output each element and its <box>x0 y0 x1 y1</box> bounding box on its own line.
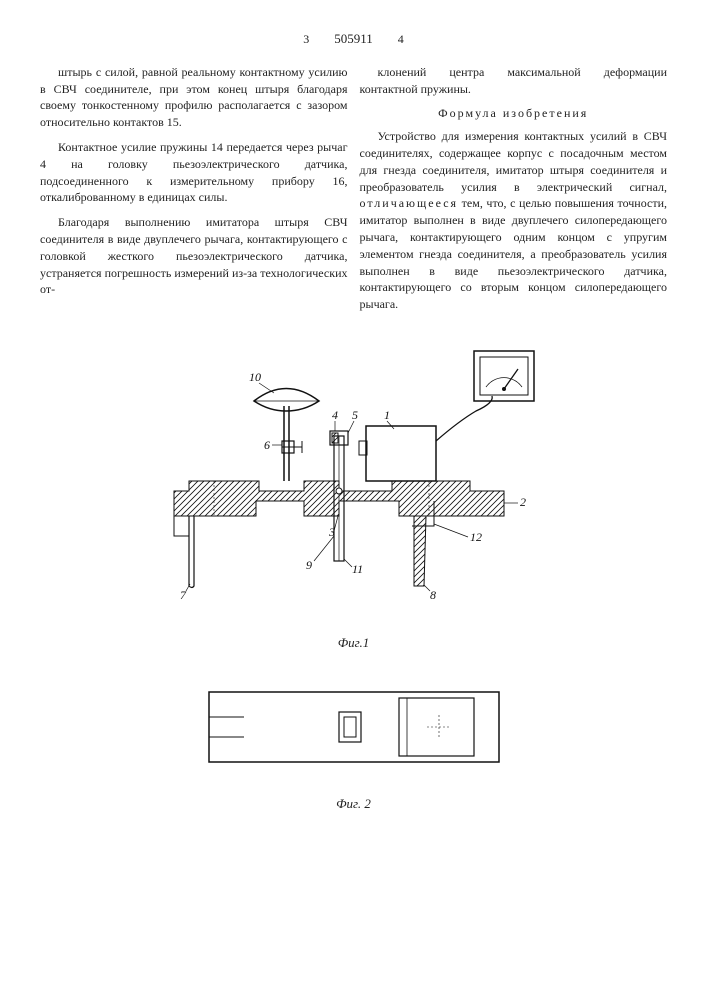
fig1-caption: Фиг.1 <box>40 634 667 652</box>
right-p2-text: Устройство для измерения контактных усил… <box>360 129 668 193</box>
fig1-label-5: 5 <box>352 408 358 422</box>
figure-1-block: 10 6 4 5 1 2 12 8 11 9 3 7 Фиг.1 <box>40 341 667 652</box>
fig1-label-3: 3 <box>328 525 335 539</box>
right-col-number: 4 <box>376 31 426 48</box>
fig2-caption: Фиг. 2 <box>40 795 667 813</box>
left-col-number: 3 <box>281 31 331 48</box>
fig1-label-10: 10 <box>249 370 261 384</box>
fig1-label-9: 9 <box>306 558 312 572</box>
fig1-label-12: 12 <box>470 530 482 544</box>
fig1-label-2: 2 <box>520 495 526 509</box>
figure-2-block: Фиг. 2 <box>40 672 667 813</box>
figure-1-svg: 10 6 4 5 1 2 12 8 11 9 3 7 <box>134 341 574 621</box>
right-p1: клонений центра максимальной деформации … <box>360 64 668 98</box>
fig1-label-6: 6 <box>264 438 270 452</box>
fig1-label-1: 1 <box>384 408 390 422</box>
fig1-label-11: 11 <box>352 562 363 576</box>
text-columns: штырь с силой, равной реальному контактн… <box>40 64 667 321</box>
left-p3: Благодаря выполнению имитатора штыря СВЧ… <box>40 214 348 298</box>
figure-2-svg <box>189 672 519 782</box>
formula-title: Формула изобретения <box>360 105 668 122</box>
left-p2: Контактное усилие пружины 14 передается … <box>40 139 348 206</box>
patent-number: 505911 <box>334 30 373 48</box>
right-p2b-text: тем, что, с целью повышения точности, им… <box>360 196 668 311</box>
right-column: клонений центра максимальной деформации … <box>360 64 668 321</box>
fig1-label-7: 7 <box>180 588 187 602</box>
left-p1: штырь с силой, равной реальному контактн… <box>40 64 348 131</box>
page-header: 3 505911 4 <box>40 30 667 54</box>
right-p2: Устройство для измерения контактных усил… <box>360 128 668 313</box>
distinguishing-word: отличающееся <box>360 196 459 210</box>
fig1-label-4: 4 <box>332 408 338 422</box>
fig1-label-8: 8 <box>430 588 436 602</box>
left-column: штырь с силой, равной реальному контактн… <box>40 64 348 321</box>
